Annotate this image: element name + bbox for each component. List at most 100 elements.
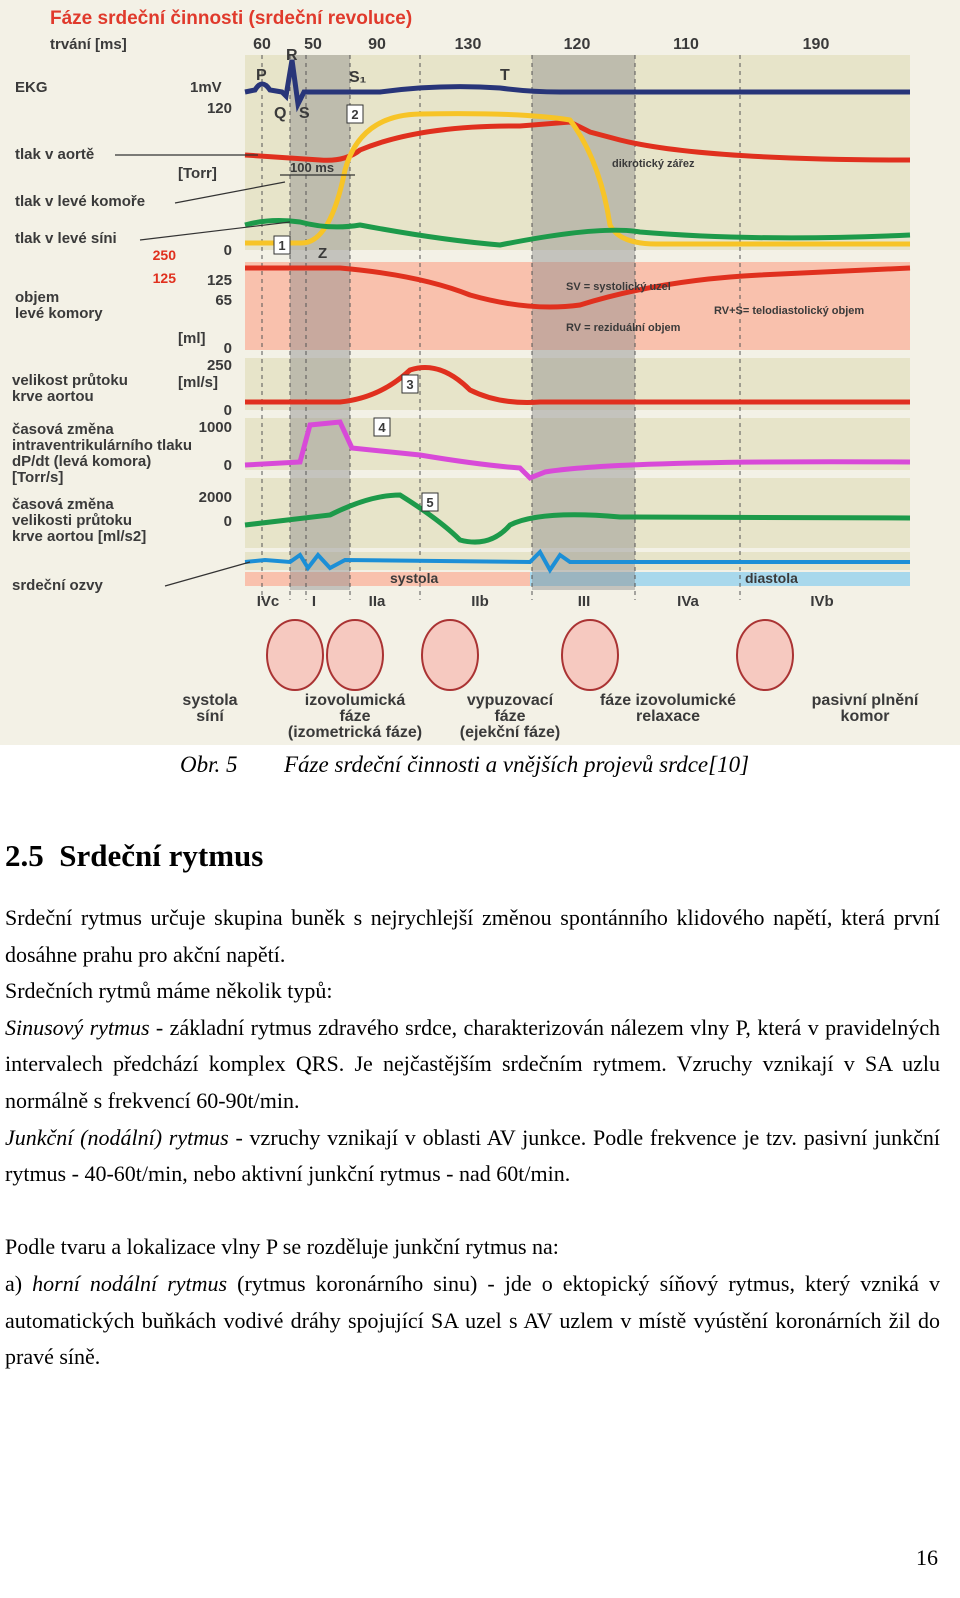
row-label-line: tlak v levé komoře bbox=[15, 193, 145, 210]
duration: 120 bbox=[564, 36, 591, 53]
stage-label-line: síní bbox=[196, 708, 224, 725]
stage-label: systola síní bbox=[182, 692, 237, 725]
plot-bands bbox=[245, 55, 910, 590]
leader-lines bbox=[115, 154, 355, 587]
row-label: časová změna intraventrikulárního tlaku dP… bbox=[12, 421, 192, 486]
axis-label: 125 bbox=[153, 270, 177, 286]
annotation: dikrotický zářez bbox=[612, 158, 695, 170]
row-label: tlak v levé síni bbox=[15, 230, 117, 247]
row-label: velikost průtoku krve aortou bbox=[12, 372, 128, 405]
stage-label-line: vypuzovací bbox=[467, 692, 554, 709]
axis-label: 120 bbox=[207, 100, 232, 117]
term: horní nodální rytmus bbox=[32, 1270, 228, 1296]
figure: Fáze srdeční činnosti (srdeční revoluce)… bbox=[0, 0, 960, 745]
phase-code: IVc bbox=[257, 593, 280, 610]
axis-label: 1mV bbox=[190, 79, 222, 96]
section-title: Srdeční rytmus bbox=[59, 838, 264, 873]
annotation: 100 ms bbox=[290, 160, 334, 175]
row-label: objem levé komory bbox=[15, 289, 103, 322]
paragraph: Srdeční rytmus určuje skupina buněk s ne… bbox=[5, 900, 940, 973]
duration: 60 bbox=[253, 36, 271, 53]
row-label: tlak v levé komoře bbox=[15, 193, 145, 210]
stage-label-line: komor bbox=[841, 708, 890, 725]
page-number: 16 bbox=[916, 1545, 938, 1570]
phase: diastola bbox=[745, 570, 798, 586]
row-label-line: tlak v levé síni bbox=[15, 230, 117, 247]
marker-box bbox=[273, 235, 291, 255]
marker: 4 bbox=[378, 420, 386, 435]
paragraph-text: Podle tvaru a lokalizace vlny P se rozdě… bbox=[5, 1234, 559, 1260]
marker-box bbox=[401, 374, 419, 394]
axis-label: [ml/s] bbox=[178, 374, 218, 391]
stage-label-line: relaxace bbox=[636, 708, 700, 725]
stage-label-line: izovolumická bbox=[305, 692, 406, 709]
wave-label: T bbox=[500, 67, 510, 84]
marker: 2 bbox=[351, 107, 358, 122]
phase-code: III bbox=[578, 593, 591, 610]
row-label-line: krve aortou bbox=[12, 388, 94, 405]
wave-label: P bbox=[256, 67, 267, 84]
axis-label: 0 bbox=[224, 402, 232, 419]
axis-label: 125 bbox=[207, 272, 232, 289]
axis-label: 0 bbox=[224, 513, 232, 530]
marker: 5 bbox=[426, 495, 433, 510]
axis-label: 1000 bbox=[199, 419, 232, 436]
phase-code: IIb bbox=[471, 593, 489, 610]
curves bbox=[244, 59, 911, 574]
annotation: RV+S= telodiastolický objem bbox=[714, 305, 864, 317]
caption-text: Fáze srdeční činnosti a vnějších projevů… bbox=[284, 752, 750, 777]
row-label: tlak v aortě bbox=[15, 146, 94, 163]
annotation: SV = systolický uzel bbox=[566, 281, 671, 293]
stage-label: vypuzovací fáze (ejekční fáze) bbox=[460, 692, 560, 741]
row-label-line: srdeční ozvy bbox=[12, 577, 104, 594]
marker-box bbox=[373, 417, 391, 437]
row-label-line: levé komory bbox=[15, 305, 103, 322]
row-label: EKG bbox=[15, 79, 48, 96]
duration: 130 bbox=[455, 36, 482, 53]
axis-label: 250 bbox=[153, 247, 177, 263]
paragraph-text: (rytmus koronárního sinu) - jde o ektopi… bbox=[5, 1270, 941, 1370]
list-prefix: a) bbox=[5, 1270, 33, 1296]
section-number: 2.5 bbox=[5, 838, 44, 873]
paragraph-text: - vzruchy vznikají v oblasti AV junkce. … bbox=[5, 1124, 940, 1187]
duration: 90 bbox=[368, 36, 386, 53]
heart-icons bbox=[266, 619, 794, 691]
phase-code: IIa bbox=[369, 593, 386, 610]
phase-code: IVb bbox=[810, 593, 833, 610]
wave-label: R bbox=[286, 47, 298, 64]
row-label-line: časová změna bbox=[12, 496, 114, 513]
stage-label-line: systola bbox=[182, 692, 237, 709]
row-label-line: časová změna bbox=[12, 421, 114, 438]
stage-label-line: fáze bbox=[494, 708, 525, 725]
row-label: srdeční ozvy bbox=[12, 577, 104, 594]
row-label-line: tlak v aortě bbox=[15, 146, 94, 163]
row-label-line: EKG bbox=[15, 79, 48, 96]
axis-label: [Torr] bbox=[178, 165, 217, 182]
stage-label-line: pasivní plnění bbox=[812, 692, 919, 709]
row-label: časová změna velikosti průtoku krve aortou… bbox=[12, 496, 146, 545]
wave-label: S₁ bbox=[349, 69, 367, 86]
duration: 190 bbox=[803, 36, 830, 53]
row-label-line: [Torr/s] bbox=[12, 469, 63, 486]
paragraph: Junkční (nodální) rytmus - vzruchy vznik… bbox=[5, 1120, 940, 1193]
marker: 1 bbox=[278, 238, 285, 253]
stage-label-line: (ejekční fáze) bbox=[460, 724, 560, 741]
axis-label: 0 bbox=[224, 457, 232, 474]
phase-code: I bbox=[312, 593, 316, 610]
row-label-line: objem bbox=[15, 289, 59, 306]
paragraph: Podle tvaru a lokalizace vlny P se rozdě… bbox=[5, 1229, 940, 1266]
row-label-line: velikost průtoku bbox=[12, 372, 128, 389]
marker-box bbox=[421, 492, 439, 512]
stage-label-line: (izometrická fáze) bbox=[288, 724, 422, 741]
term: Sinusový rytmus bbox=[5, 1014, 150, 1040]
axis-label: 0 bbox=[224, 242, 232, 259]
duration: 110 bbox=[673, 36, 699, 53]
figure-title: Fáze srdeční činnosti (srdeční revoluce) bbox=[50, 8, 412, 29]
wave-label: Q bbox=[274, 105, 286, 122]
duration-label: trvání [ms] bbox=[50, 36, 127, 53]
stage-label: fáze izovolumické relaxace bbox=[600, 692, 736, 725]
term: Junkční (nodální) rytmus bbox=[5, 1124, 229, 1150]
paragraph-text: Srdečních rytmů máme několik typů: bbox=[5, 978, 333, 1004]
axis-label: 65 bbox=[215, 292, 232, 309]
